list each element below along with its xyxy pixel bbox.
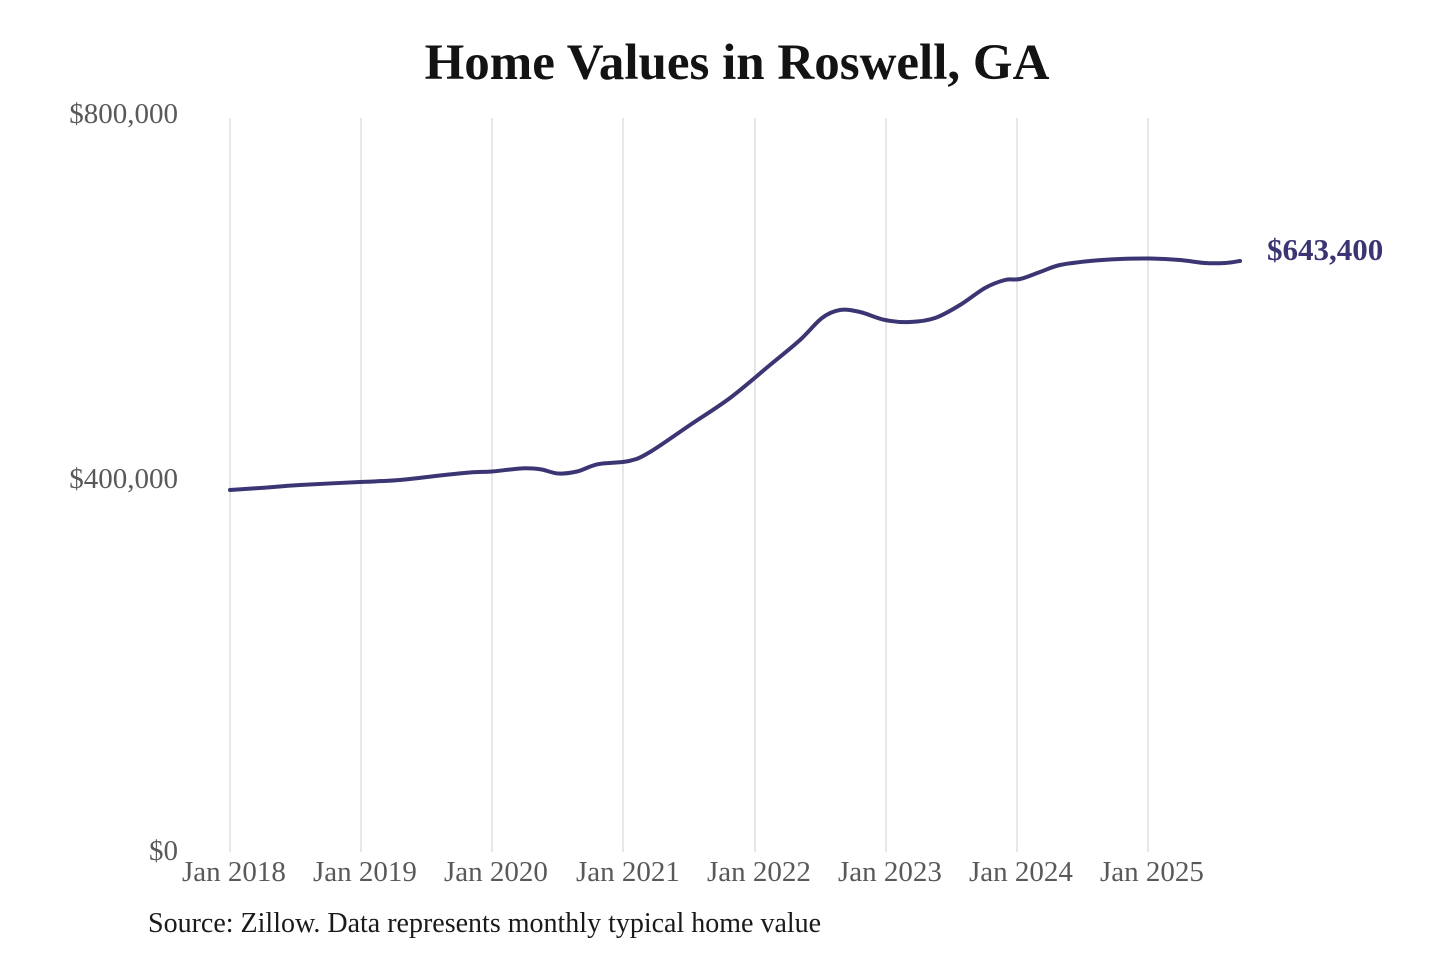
svg-text:Jan 2024: Jan 2024	[969, 856, 1073, 888]
svg-text:Jan 2018: Jan 2018	[182, 856, 286, 888]
svg-text:$643,400: $643,400	[1267, 232, 1383, 267]
svg-text:Jan 2019: Jan 2019	[313, 856, 417, 888]
svg-text:$800,000: $800,000	[69, 98, 178, 130]
svg-text:Jan 2020: Jan 2020	[444, 856, 548, 888]
svg-text:Jan 2023: Jan 2023	[838, 856, 942, 888]
svg-text:Jan 2022: Jan 2022	[707, 856, 811, 888]
svg-text:Jan 2025: Jan 2025	[1100, 856, 1204, 888]
svg-text:$0: $0	[149, 835, 178, 867]
svg-text:$400,000: $400,000	[69, 463, 178, 495]
svg-text:Jan 2021: Jan 2021	[576, 856, 680, 888]
